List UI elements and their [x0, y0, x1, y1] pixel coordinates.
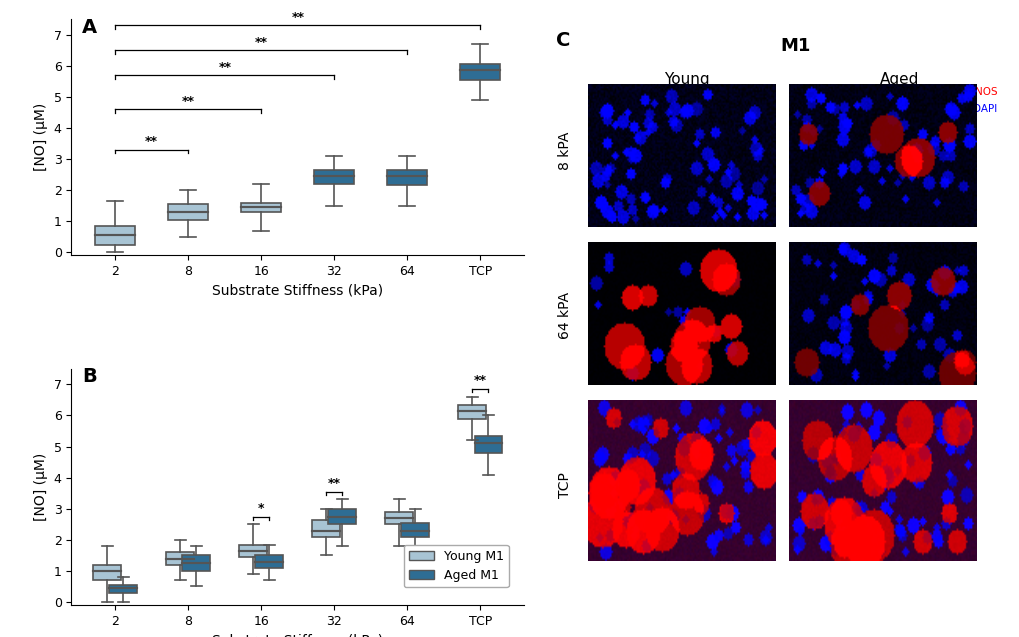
FancyBboxPatch shape: [460, 64, 500, 80]
FancyBboxPatch shape: [239, 545, 267, 557]
FancyBboxPatch shape: [240, 203, 281, 212]
Text: A: A: [83, 18, 98, 36]
Text: Young: Young: [663, 72, 709, 87]
Text: **: **: [145, 135, 158, 148]
Text: **: **: [181, 95, 195, 108]
FancyBboxPatch shape: [95, 226, 136, 245]
FancyBboxPatch shape: [458, 404, 486, 419]
Text: **: **: [218, 61, 231, 73]
Text: **: **: [474, 375, 486, 387]
FancyBboxPatch shape: [166, 552, 194, 565]
FancyBboxPatch shape: [314, 170, 354, 184]
Text: M1: M1: [780, 37, 810, 55]
Text: iNOS: iNOS: [971, 87, 997, 96]
Text: DAPI: DAPI: [972, 104, 997, 114]
FancyBboxPatch shape: [328, 509, 356, 524]
Y-axis label: [NO] (μM): [NO] (μM): [34, 453, 48, 521]
FancyBboxPatch shape: [93, 565, 121, 580]
FancyBboxPatch shape: [387, 170, 427, 185]
Text: TCP: TCP: [557, 472, 572, 498]
X-axis label: Substrate Stiffness (kPa): Substrate Stiffness (kPa): [212, 283, 383, 297]
Text: **: **: [291, 11, 304, 24]
Text: **: **: [327, 477, 340, 490]
X-axis label: Substrate Stiffness (kPa): Substrate Stiffness (kPa): [212, 633, 383, 637]
Text: 8 kPA: 8 kPA: [557, 132, 572, 170]
FancyBboxPatch shape: [168, 204, 208, 220]
FancyBboxPatch shape: [255, 555, 283, 568]
FancyBboxPatch shape: [182, 555, 210, 571]
FancyBboxPatch shape: [109, 585, 137, 592]
Text: Aged: Aged: [879, 72, 919, 87]
Legend: Young M1, Aged M1: Young M1, Aged M1: [404, 545, 508, 587]
Y-axis label: [NO] (μM): [NO] (μM): [34, 103, 48, 171]
Text: 64 kPA: 64 kPA: [557, 292, 572, 339]
Text: C: C: [555, 31, 570, 50]
FancyBboxPatch shape: [474, 436, 501, 453]
FancyBboxPatch shape: [401, 523, 429, 537]
FancyBboxPatch shape: [312, 520, 339, 537]
Text: **: **: [255, 36, 268, 48]
Text: *: *: [258, 502, 264, 515]
Text: B: B: [83, 368, 97, 386]
FancyBboxPatch shape: [385, 512, 413, 524]
